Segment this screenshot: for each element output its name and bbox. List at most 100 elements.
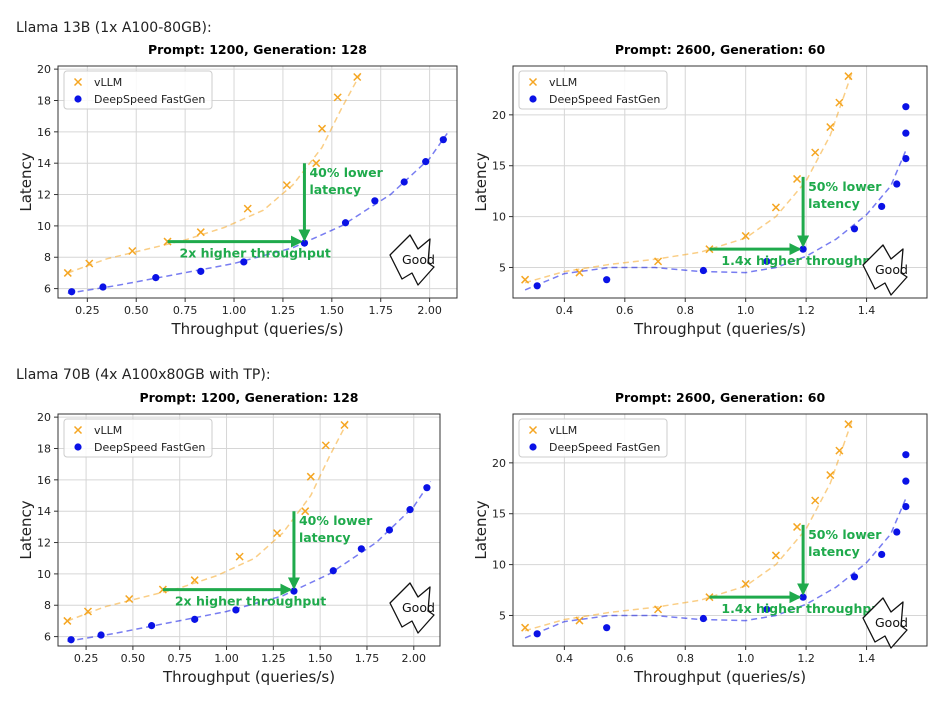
throughput-annotation: 2x higher throughput (175, 594, 326, 609)
data-point-vllm (321, 441, 330, 450)
marker-stroke (85, 259, 94, 268)
x-tick-label: 1.2 (797, 304, 815, 317)
y-tick-label: 5 (499, 609, 506, 622)
data-point-fastgen (99, 283, 107, 291)
y-tick-label: 20 (492, 109, 506, 122)
data-point-fastgen (533, 630, 541, 638)
data-point-vllm (128, 246, 137, 256)
marker-stroke (654, 257, 663, 266)
y-axis-label: Latency (472, 152, 490, 211)
marker-stroke (844, 420, 853, 429)
legend-marker-vllm (73, 425, 83, 435)
x-tick-label: 1.75 (368, 304, 393, 317)
data-point-fastgen (699, 614, 707, 623)
x-tick-label: 1.75 (355, 652, 380, 665)
good-arrow-icon: Good (389, 582, 435, 634)
latency-annotation-line: latency (808, 544, 860, 559)
x-tick-label: 1.25 (271, 304, 296, 317)
data-point-vllm (654, 257, 663, 266)
marker-stroke (125, 594, 134, 604)
data-point-vllm (125, 594, 134, 604)
marker-stroke (128, 246, 137, 256)
marker-stroke (282, 181, 291, 190)
y-tick-label: 12 (37, 537, 51, 550)
x-axis-label: Throughput (queries/s) (633, 320, 806, 338)
marker-stroke (318, 124, 327, 133)
marker-stroke (835, 98, 844, 107)
data-point-vllm (306, 472, 315, 481)
latency-annotation-line: 40% lower (309, 165, 383, 180)
data-point-fastgen (893, 528, 901, 536)
marker-stroke (353, 72, 362, 82)
data-point-fastgen (902, 129, 910, 137)
data-point-fastgen (341, 219, 350, 227)
x-tick-label: 1.50 (320, 304, 345, 317)
data-point-fastgen (902, 451, 910, 459)
latency-annotation-line: latency (309, 182, 361, 197)
data-point-vllm (301, 507, 310, 516)
marker-stroke (321, 441, 330, 450)
x-tick-label: 0.75 (167, 652, 192, 665)
legend-marker-fastgen (529, 95, 537, 103)
good-arrow-outline (389, 582, 435, 634)
marker-stroke (793, 522, 802, 531)
data-point-fastgen (67, 636, 75, 644)
data-point-vllm (793, 522, 802, 531)
data-point-vllm (826, 471, 835, 480)
data-point-fastgen (439, 136, 447, 144)
y-tick-label: 15 (492, 508, 506, 521)
x-tick-label: 0.25 (74, 652, 99, 665)
latency-annotation: 50% lower latency (808, 179, 882, 211)
data-point-vllm (521, 275, 530, 284)
x-tick-label: 2.00 (417, 304, 442, 317)
data-point-vllm (844, 72, 853, 81)
marker-stroke (811, 148, 820, 157)
marker-stroke (771, 551, 780, 560)
marker-stroke (705, 593, 714, 602)
chart-title: Prompt: 1200, Generation: 128 (148, 42, 367, 57)
marker-stroke (771, 203, 780, 212)
data-point-fastgen (603, 624, 611, 632)
latency-annotation: 50% lower latency (808, 527, 882, 559)
x-axis-label: Throughput (queries/s) (633, 668, 806, 686)
y-axis-label: Latency (17, 500, 35, 559)
data-point-fastgen (148, 622, 156, 630)
x-tick-label: 2.00 (402, 652, 427, 665)
good-label: Good (402, 252, 435, 267)
chart-13b-prompt-2600: Prompt: 2600, Generation: 60 0.4 0.6 0.8 1.0… (472, 42, 928, 338)
data-point-fastgen (763, 605, 771, 613)
data-point-fastgen (533, 282, 541, 290)
data-point-vllm (521, 623, 530, 632)
chart-title: Prompt: 2600, Generation: 60 (615, 42, 826, 57)
latency-annotation-line: 40% lower (299, 513, 373, 528)
data-point-fastgen (902, 477, 910, 485)
legend-box (63, 70, 213, 110)
plot-frame (512, 413, 928, 647)
y-tick-label: 20 (37, 63, 51, 76)
x-tick-label: 1.4 (858, 652, 876, 665)
data-point-fastgen (329, 567, 337, 575)
data-point-fastgen (902, 502, 910, 511)
data-point-vllm (741, 579, 750, 588)
data-point-fastgen (68, 288, 76, 296)
data-point-vllm (793, 174, 802, 183)
good-label: Good (875, 615, 908, 630)
x-tick-label: 0.6 (616, 304, 634, 317)
marker-stroke (312, 159, 321, 168)
x-tick-label: 0.8 (676, 652, 694, 665)
data-point-vllm (835, 98, 844, 107)
y-tick-label: 10 (37, 568, 51, 581)
y-tick-label: 16 (37, 474, 51, 487)
data-point-vllm (243, 204, 252, 213)
good-arrow-icon: Good (862, 244, 908, 296)
y-tick-label: 14 (37, 157, 51, 170)
marker-stroke (301, 507, 310, 516)
marker-stroke (333, 93, 342, 102)
marker-stroke (826, 123, 835, 132)
good-arrow-icon: Good (389, 234, 435, 286)
marker-stroke (196, 228, 205, 237)
legend-marker-vllm (73, 77, 83, 87)
data-point-vllm (826, 123, 835, 132)
x-tick-label: 1.00 (222, 304, 247, 317)
data-point-fastgen (385, 526, 394, 534)
